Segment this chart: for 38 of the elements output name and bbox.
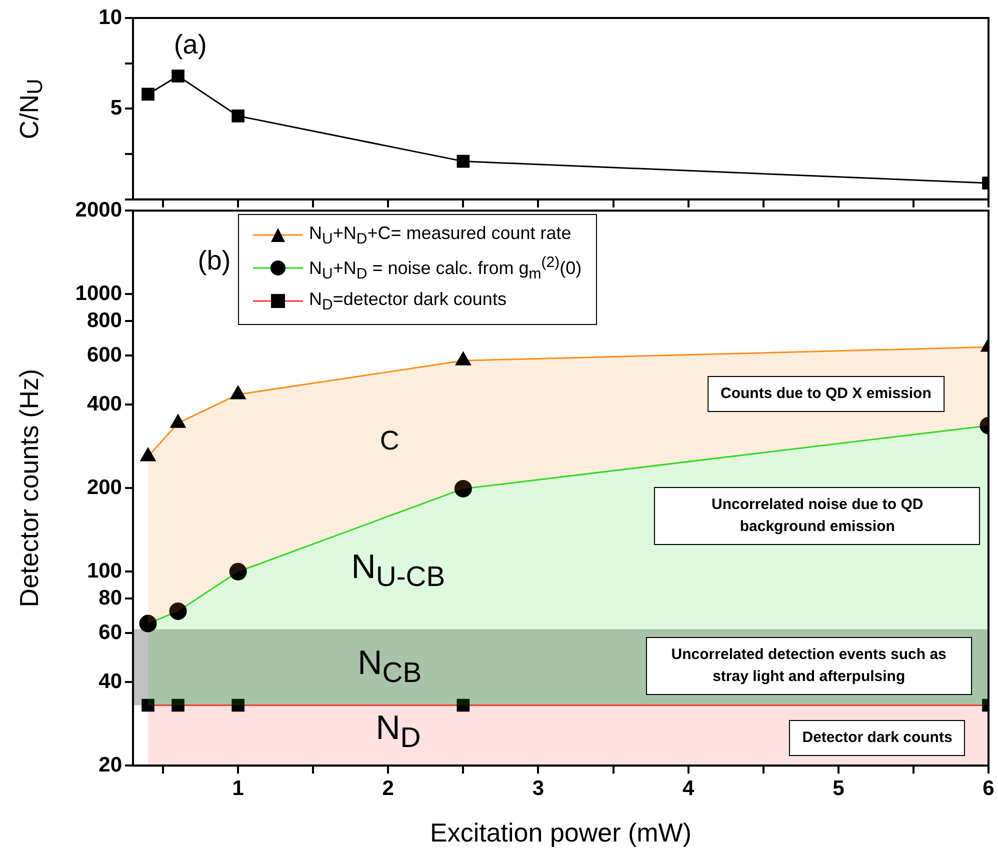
point [172, 70, 184, 82]
y-tick-label: 60 [98, 620, 122, 644]
x-tick-label: 6 [982, 776, 994, 800]
annotation: N$_{D}$ [376, 709, 421, 756]
y-tick-label: 40 [98, 670, 122, 693]
legend-label: N$_{U}$+N$_{D}$ = noise calc. from g$_{m}$$^{(2)}$(0) [309, 254, 582, 282]
y-tick-label: 5 [110, 96, 122, 120]
annotation: N$_{U-CB}$ [351, 548, 446, 594]
y-tick-label: 600 [86, 343, 122, 366]
y-tick-label: 100 [86, 559, 122, 582]
y-tick-label: 800 [86, 308, 122, 332]
x-tick-label: 5 [832, 776, 845, 800]
text-box: Uncorrelated detection events such as stray light and afterpulsing [646, 636, 972, 695]
y-tick-label: 1000 [75, 282, 122, 305]
point [142, 88, 154, 101]
annotation: C [380, 425, 400, 456]
y-tick-label: 2000 [75, 198, 122, 222]
y-tick-label: 20 [98, 753, 122, 776]
annotation: (a) [174, 30, 207, 61]
text-box: Counts due to QD X emission [708, 376, 944, 412]
x-axis-title: Excitation power (mW) [430, 818, 692, 848]
y-tick-label: 10 [98, 6, 122, 29]
x-tick-label: 3 [532, 776, 544, 800]
y-tick-label: 400 [86, 392, 122, 416]
point [456, 154, 470, 168]
y-tick-label: 200 [86, 476, 122, 499]
text-box: Detector dark counts [789, 720, 966, 756]
legend-label: N$_{D}$=detector dark counts [309, 288, 506, 314]
y-tick-label: 80 [98, 586, 122, 610]
x-tick-label: 1 [232, 776, 244, 800]
legend-label: N$_{U}$+N$_{D}$+C= measured count rate [309, 222, 572, 248]
point [232, 110, 244, 122]
text-box: Uncorrelated noise due to QD background emission [654, 486, 980, 545]
y-axis-title: Detector counts (Hz) [14, 368, 45, 608]
annotation: (b) [198, 245, 231, 276]
x-tick-label: 4 [682, 776, 694, 800]
x-tick-label: 2 [382, 776, 394, 800]
band-label: N$_{CB}$ [358, 644, 422, 690]
